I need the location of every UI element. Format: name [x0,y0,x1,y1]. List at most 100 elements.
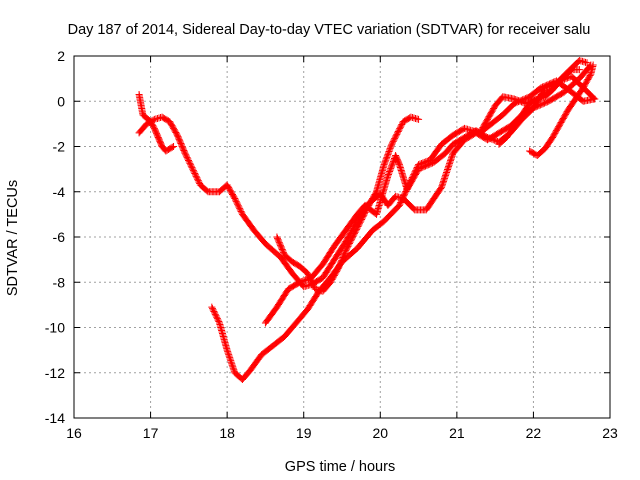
data-point-dense [542,83,550,91]
data-point-dense [195,178,203,186]
data-point-dense [384,170,392,178]
data-point [231,195,239,203]
data-point-dense [233,199,241,207]
data-point-dense [385,169,393,177]
data-point [208,303,216,311]
data-point-dense [213,315,221,323]
data-point-dense [188,164,196,172]
data-point-dense [515,97,523,105]
data-point-dense [190,168,198,176]
data-point [589,61,597,69]
data-point-dense [229,363,237,371]
data-point-dense [224,349,232,357]
data-point-dense [187,161,195,169]
data-point-dense [211,309,219,317]
data-point-dense [226,355,234,363]
x-tick-label: 21 [449,425,465,441]
data-point-dense [307,276,315,284]
y-tick-label: -4 [53,184,66,200]
data-point [591,95,599,103]
data-point-dense [308,279,316,287]
data-point-dense [381,158,389,166]
y-tick-label: 2 [57,48,65,64]
data-point-dense [191,169,199,177]
data-point-dense [305,272,313,280]
data-point-dense [387,142,395,150]
data-point-dense [544,83,552,91]
data-point-dense [228,361,236,369]
data-point [380,161,388,169]
data-point-dense [229,364,237,372]
data-point-dense [213,313,221,321]
data-point-dense [209,305,217,313]
data-point-dense [184,155,192,163]
x-tick-label: 19 [296,425,312,441]
data-point-dense [297,278,305,286]
data-point-dense [237,207,245,215]
data-point-dense [226,354,234,362]
data-point-dense [189,167,197,175]
data-point [415,115,423,123]
data-point-dense [225,352,233,360]
data-point-dense [236,206,244,214]
data-point [510,95,518,103]
data-point-dense [388,162,396,170]
series-track-e [273,113,423,295]
data-point-dense [193,174,201,182]
data-point-dense [486,135,494,143]
data-point-dense [386,145,394,153]
data-point-dense [590,94,598,102]
data-point-dense [209,306,217,314]
x-tick-label: 23 [602,425,618,441]
data-point-dense [516,97,524,105]
y-tick-label: -6 [53,229,66,245]
data-point-dense [192,172,200,180]
data-point-dense [488,135,496,143]
y-axis-title: SDTVAR / TECUs [5,180,21,296]
series-track-a [135,90,178,155]
data-point-dense [214,316,222,324]
data-point-dense [227,357,235,365]
data-point [384,172,392,180]
data-point-dense [182,151,190,159]
data-point-dense [306,275,314,283]
data-point [223,346,231,354]
data-point-dense [385,148,393,156]
x-tick-label: 17 [143,425,159,441]
data-point-dense [485,134,493,142]
data-point-dense [168,143,176,151]
y-tick-label: -14 [45,410,65,426]
data-point-dense [236,205,244,213]
data-point-dense [586,71,594,79]
data-point-dense [235,203,243,211]
data-point [575,66,583,74]
data-points [135,57,599,384]
series-track-h [495,66,583,148]
data-point-dense [387,163,395,171]
x-tick-label: 18 [219,425,235,441]
data-point-dense [383,153,391,161]
data-point-dense [381,159,389,167]
data-point-dense [310,282,318,290]
data-point-dense [299,277,307,285]
y-tick-label: -8 [53,274,66,290]
data-point-dense [304,271,312,279]
data-point-dense [306,274,314,282]
data-point-dense [309,281,317,289]
data-point-dense [387,165,395,173]
data-point [189,165,197,173]
data-point-dense [389,157,397,165]
data-point-dense [215,318,223,326]
data-point-dense [383,152,391,160]
data-point-dense [386,166,394,174]
data-point-dense [234,202,242,210]
data-point-dense [300,277,308,285]
data-point-dense [384,150,392,158]
data-point [483,133,491,141]
data-point-dense [388,160,396,168]
data-point-dense [386,146,394,154]
data-point-dense [191,171,199,179]
data-point-dense [512,96,520,104]
